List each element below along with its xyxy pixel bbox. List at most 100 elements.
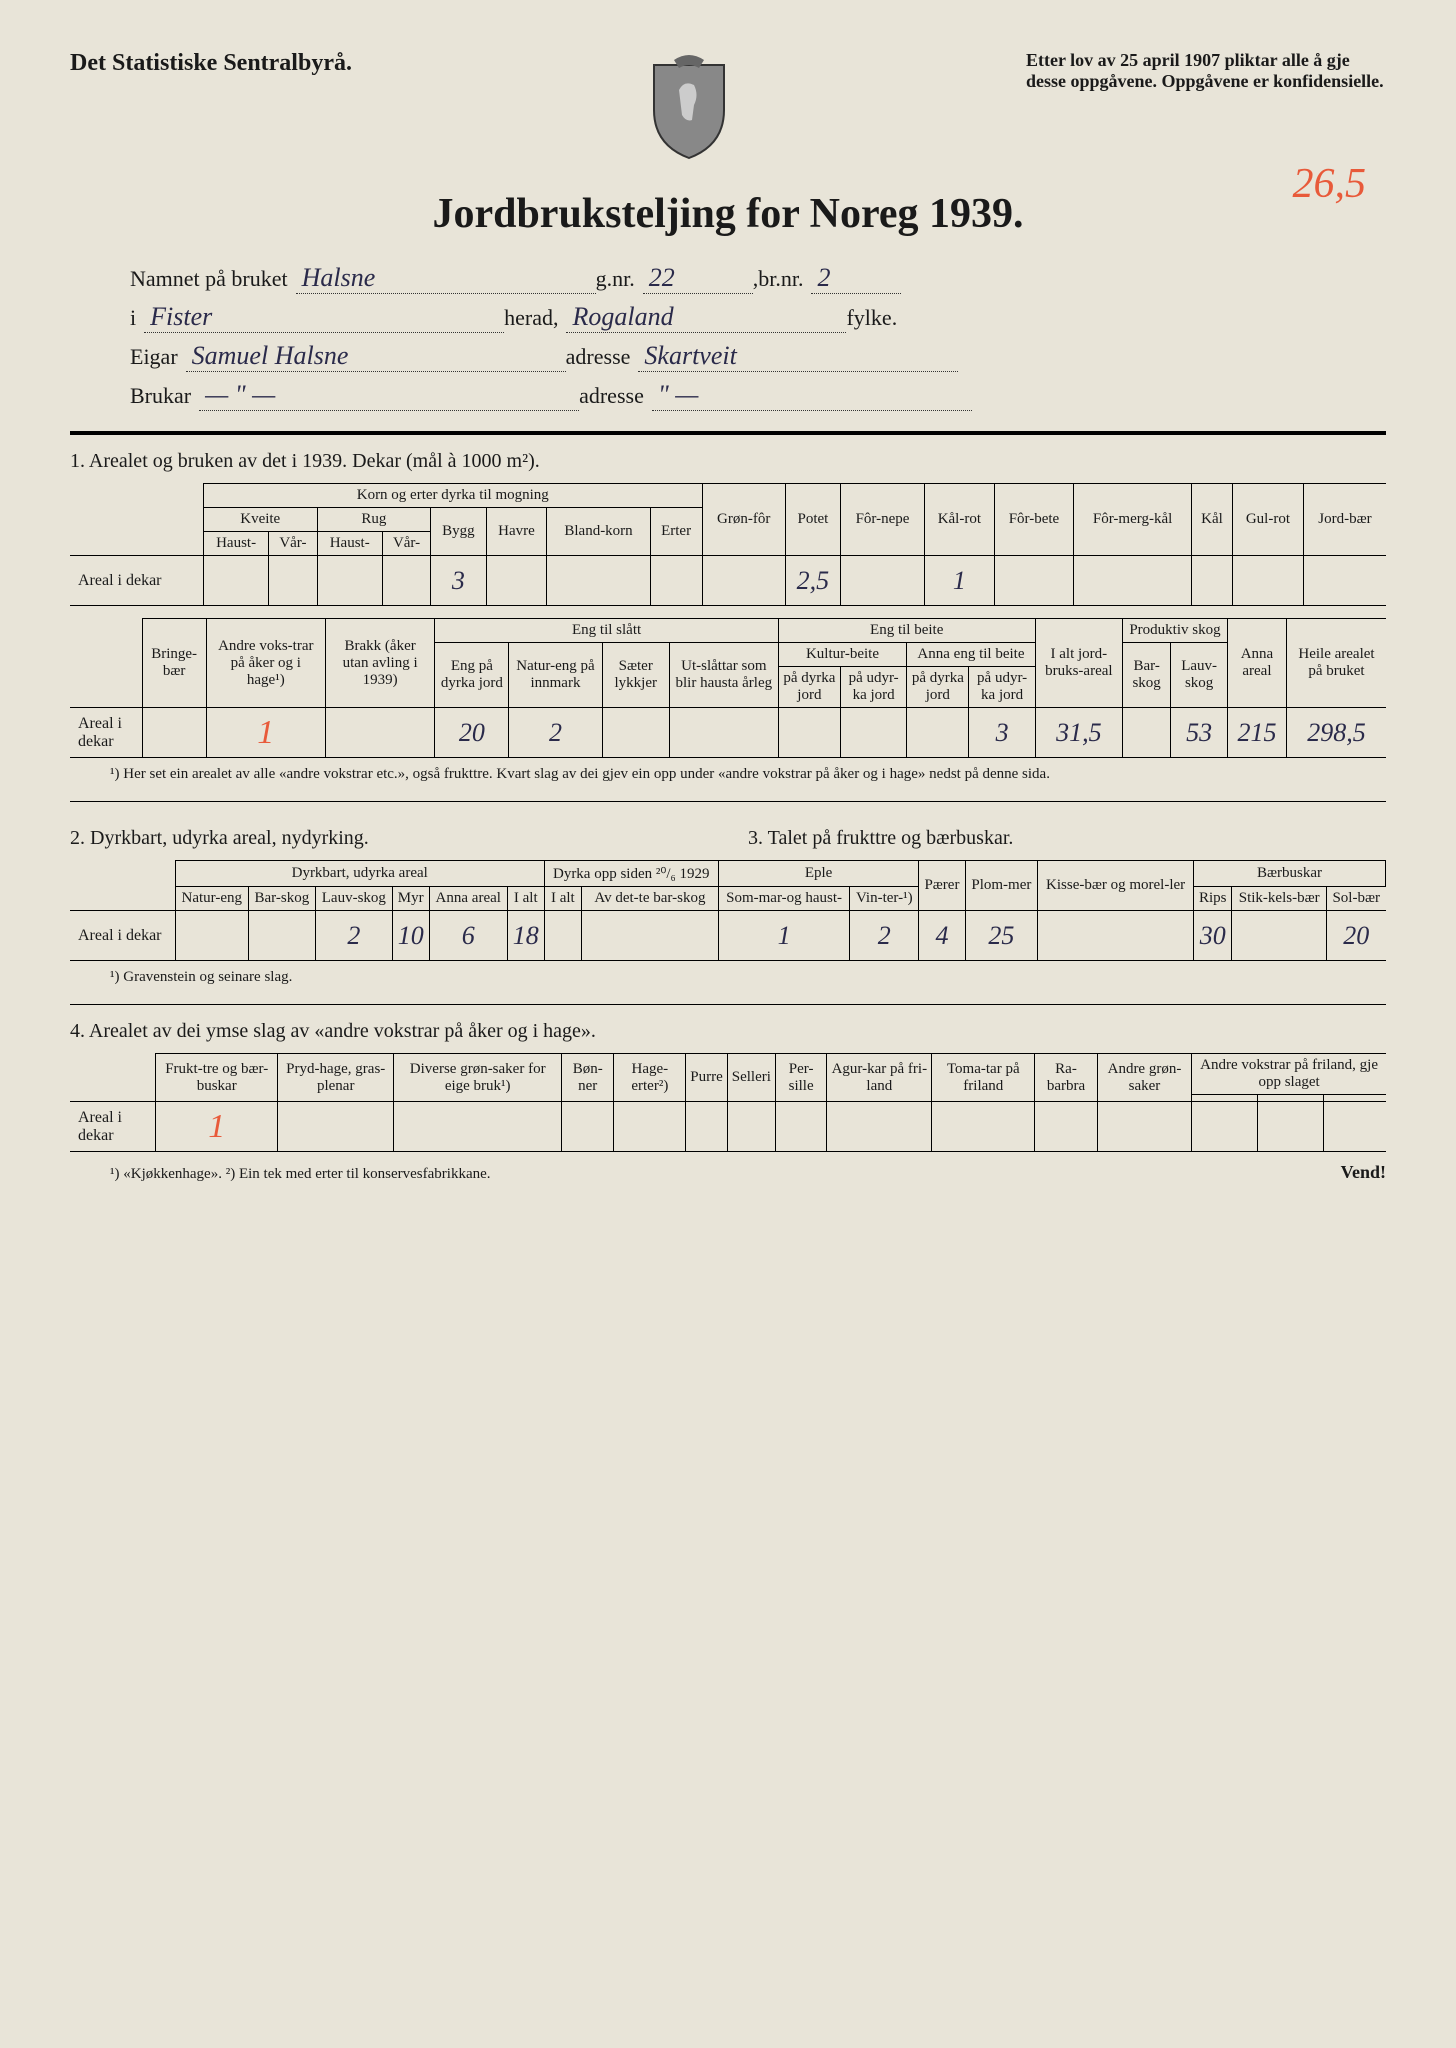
- h-brakk: Brakk (åker utan avling i 1939): [325, 619, 435, 708]
- v2-myr: 10: [392, 911, 429, 961]
- v-eng-dyrka: 20: [435, 708, 509, 758]
- h4-prydhage: Pryd-hage, gras-plenar: [278, 1054, 394, 1102]
- v-anna-areal: 215: [1227, 708, 1286, 758]
- h-jordbaer: Jord-bær: [1303, 484, 1386, 556]
- h-fornepe: Fôr-nepe: [841, 484, 925, 556]
- h-pa-dyrka1: på dyrka jord: [778, 667, 840, 708]
- field-i: Fister: [144, 302, 504, 333]
- h2-myr: Myr: [392, 887, 429, 911]
- h-pa-dyrka2: på dyrka jord: [907, 667, 969, 708]
- h3-plommer: Plom-mer: [965, 861, 1038, 911]
- h2-dyrkbart: Dyrkbart, udyrka areal: [175, 861, 544, 887]
- h-pa-udyrka2: på udyr-ka jord: [969, 667, 1035, 708]
- h-kal: Kål: [1192, 484, 1233, 556]
- h-prodskog: Produktiv skog: [1122, 619, 1227, 643]
- v4-frukt: 1: [208, 1108, 225, 1145]
- h-pa-udyrka1: på udyr-ka jord: [841, 667, 907, 708]
- rule-3: [70, 1004, 1386, 1005]
- red-annotation-top: 26,5: [1293, 160, 1367, 208]
- section2-title: 2. Dyrkbart, udyrka areal, nydyrking.: [70, 827, 708, 850]
- section1-title: 1. Arealet og bruken av det i 1939. Deka…: [70, 450, 1386, 473]
- h-andre: Andre voks-trar på åker og i hage¹): [206, 619, 325, 708]
- label-eigar: Eigar: [130, 344, 178, 370]
- v3-plommer: 25: [965, 911, 1038, 961]
- footnote-1: ¹) Her set ein arealet av alle «andre vo…: [110, 766, 1386, 783]
- org-name: Det Statistiske Sentralbyrå.: [70, 50, 352, 77]
- h4-tomatar: Toma-tar på friland: [932, 1054, 1035, 1102]
- label-adresse2: adresse: [579, 383, 644, 409]
- label-herad: herad,: [504, 305, 558, 331]
- h-blandkorn: Bland-korn: [547, 508, 650, 556]
- vend-label: Vend!: [1341, 1162, 1386, 1183]
- v3-rips: 30: [1194, 911, 1232, 961]
- field-brukar: — " —: [199, 380, 579, 411]
- h-gronfor: Grøn-fôr: [702, 484, 785, 556]
- h3-sommar: Som-mar-og haust-: [718, 887, 849, 911]
- row-label-23: Areal i dekar: [70, 911, 175, 961]
- h-utslattar: Ut-slåttar som blir hausta årleg: [669, 643, 778, 708]
- v-bygg: 3: [431, 556, 486, 606]
- h2-anna: Anna areal: [429, 887, 507, 911]
- h3-kisse: Kisse-bær og morel-ler: [1038, 861, 1194, 911]
- table-1a: Korn og erter dyrka til mogning Grøn-fôr…: [70, 483, 1386, 606]
- label-gnr: g.nr.: [596, 266, 635, 292]
- form-header-fields: Namnet på bruket Halsne g.nr. 22 , br.nr…: [130, 263, 1326, 411]
- h4-persille: Per-sille: [775, 1054, 826, 1102]
- legal-text: Etter lov av 25 april 1907 pliktar alle …: [1026, 50, 1386, 92]
- h-eng-slatt: Eng til slått: [435, 619, 778, 643]
- h4-andre-gron: Andre grøn-saker: [1097, 1054, 1191, 1102]
- h4-andre-friland: Andre vokstrar på friland, gje opp slage…: [1192, 1054, 1386, 1095]
- h4-selleri: Selleri: [727, 1054, 775, 1102]
- v-heile: 298,5: [1307, 718, 1366, 747]
- row-label-1a: Areal i dekar: [70, 556, 203, 606]
- h-haust1: Haust-: [203, 532, 268, 556]
- footnote-2: ¹) Gravenstein og seinare slag.: [110, 969, 1386, 986]
- h-barskog: Bar-skog: [1122, 643, 1170, 708]
- h-forbete: Fôr-bete: [994, 484, 1073, 556]
- h3-vinter: Vin-ter-¹): [850, 887, 919, 911]
- v2-anna: 6: [429, 911, 507, 961]
- h2-ialt2: I alt: [544, 887, 581, 911]
- field-adresse1: Skartveit: [638, 341, 958, 372]
- h3-paerer: Pærer: [919, 861, 965, 911]
- label-adresse1: adresse: [566, 344, 631, 370]
- h-kalrot: Kål-rot: [924, 484, 994, 556]
- h-anna-areal: Anna areal: [1227, 619, 1286, 708]
- h4-bonner: Bøn-ner: [561, 1054, 614, 1102]
- h-formergkal: Fôr-merg-kål: [1074, 484, 1192, 556]
- label-fylke: fylke.: [846, 305, 897, 331]
- h4-frukt: Frukt-tre og bær-buskar: [156, 1054, 278, 1102]
- h-natureng: Natur-eng på innmark: [509, 643, 602, 708]
- v3-paerer: 4: [919, 911, 965, 961]
- h4-hageerter: Hage-erter²): [614, 1054, 686, 1102]
- field-namnet: Halsne: [296, 263, 596, 294]
- h-lauvskog: Lauv-skog: [1171, 643, 1228, 708]
- h-kulturbeite: Kultur-beite: [778, 643, 906, 667]
- h3-stikkels: Stik-kels-bær: [1232, 887, 1327, 911]
- h-potet: Potet: [785, 484, 840, 556]
- h4-purre: Purre: [686, 1054, 728, 1102]
- v-anna-udyrka: 3: [969, 708, 1035, 758]
- footnote-4: ¹) «Kjøkkenhage». ²) Ein tek med erter t…: [110, 1166, 491, 1183]
- v3-solbaer: 20: [1326, 911, 1385, 961]
- h-korn: Korn og erter dyrka til mogning: [203, 484, 702, 508]
- h-gulrot: Gul-rot: [1232, 484, 1303, 556]
- h4-rabarbra: Ra-barbra: [1035, 1054, 1098, 1102]
- h2-barskog: Bar-skog: [248, 887, 315, 911]
- v-andre: 1: [257, 714, 274, 751]
- v3-vinter: 2: [850, 911, 919, 961]
- h4-diverse: Diverse grøn-saker for eige bruk¹): [394, 1054, 562, 1102]
- h4-agurkar: Agur-kar på fri-land: [827, 1054, 932, 1102]
- label-i: i: [130, 305, 136, 331]
- v-lauvskog: 53: [1171, 708, 1228, 758]
- h-heile: Heile arealet på bruket: [1286, 619, 1386, 708]
- h-anna-eng: Anna eng til beite: [907, 643, 1035, 667]
- v-natureng: 2: [509, 708, 602, 758]
- v-ialt: 31,5: [1035, 708, 1122, 758]
- label-brukar: Brukar: [130, 383, 191, 409]
- h-rug: Rug: [317, 508, 431, 532]
- h3-eple: Eple: [718, 861, 918, 887]
- h2-natureng: Natur-eng: [175, 887, 248, 911]
- h3-solbaer: Sol-bær: [1326, 887, 1385, 911]
- field-eigar: Samuel Halsne: [186, 341, 566, 372]
